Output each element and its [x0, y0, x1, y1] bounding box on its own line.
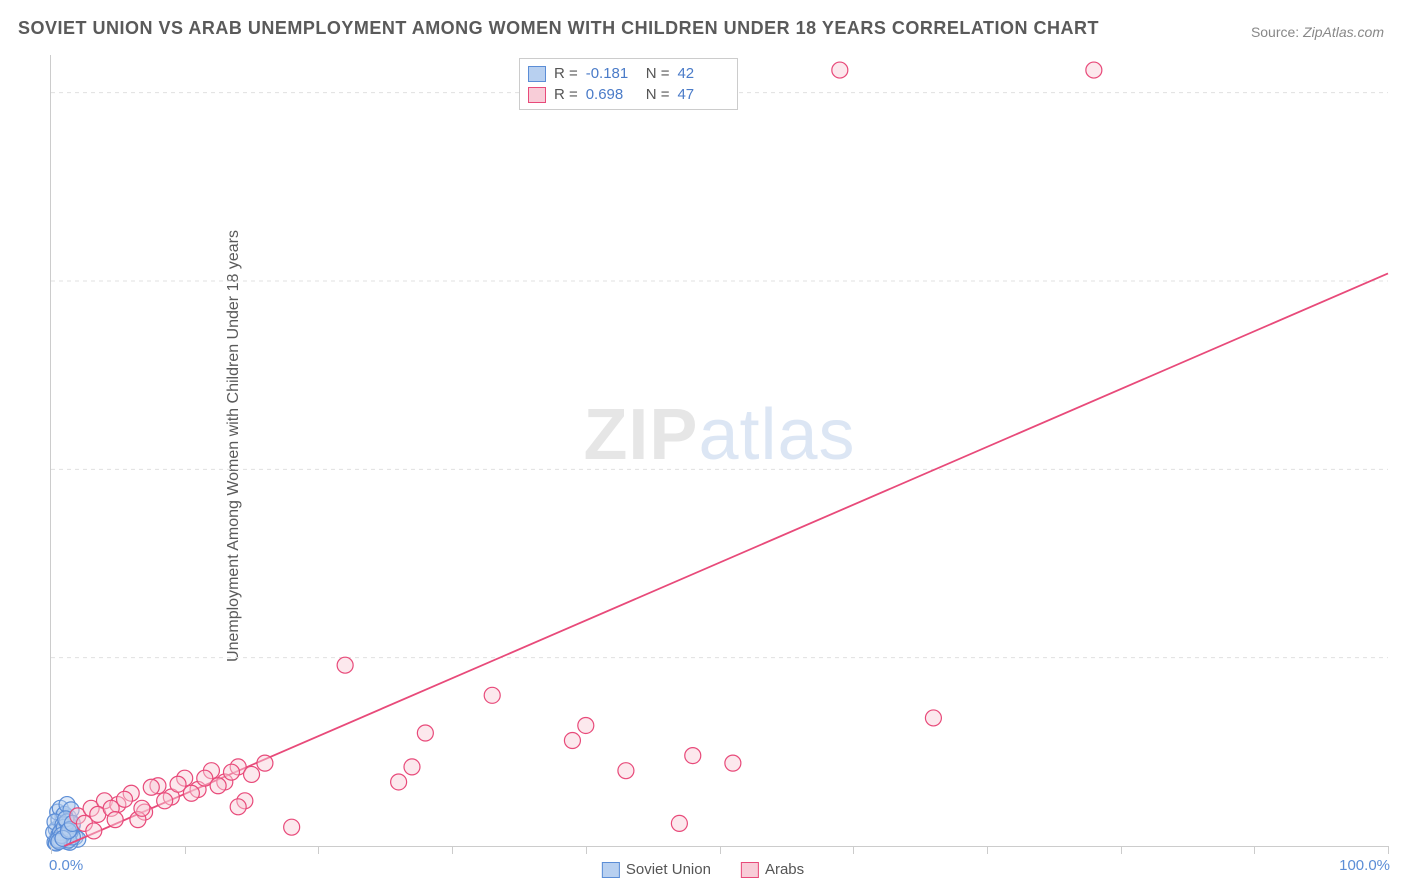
x-tick [51, 846, 52, 854]
data-point-arabs [832, 62, 848, 78]
y-tick-label: 100.0% [1398, 84, 1406, 101]
data-point-arabs [1086, 62, 1102, 78]
data-point-arabs [925, 710, 941, 726]
legend-swatch-arabs [741, 862, 759, 878]
data-point-arabs [337, 657, 353, 673]
x-tick [1121, 846, 1122, 854]
data-point-arabs [564, 733, 580, 749]
legend-label-arabs: Arabs [765, 861, 804, 878]
x-axis-start-label: 0.0% [49, 857, 83, 874]
n-value-arabs: 47 [677, 86, 729, 103]
n-label: N = [646, 86, 670, 103]
r-value-arabs: 0.698 [586, 86, 638, 103]
legend-swatch-soviet [602, 862, 620, 878]
r-label: R = [554, 86, 578, 103]
x-tick [185, 846, 186, 854]
data-point-arabs [618, 763, 634, 779]
n-value-soviet: 42 [677, 65, 729, 82]
stats-row-soviet: R = -0.181 N = 42 [528, 63, 730, 84]
y-tick-label: 75.0% [1398, 273, 1406, 290]
x-tick [586, 846, 587, 854]
source-value: ZipAtlas.com [1303, 24, 1384, 40]
r-value-soviet: -0.181 [586, 65, 638, 82]
data-point-arabs [484, 687, 500, 703]
swatch-soviet [528, 66, 546, 82]
x-tick [452, 846, 453, 854]
x-tick [853, 846, 854, 854]
data-point-arabs [404, 759, 420, 775]
x-axis-end-label: 100.0% [1339, 857, 1390, 874]
data-point-arabs [578, 717, 594, 733]
data-point-arabs [117, 791, 133, 807]
data-point-arabs [725, 755, 741, 771]
source-label: Source: [1251, 24, 1299, 40]
data-point-arabs [244, 766, 260, 782]
chart-title: SOVIET UNION VS ARAB UNEMPLOYMENT AMONG … [18, 18, 1099, 39]
data-point-arabs [157, 793, 173, 809]
data-point-arabs [107, 812, 123, 828]
legend-item-arabs: Arabs [741, 861, 804, 878]
data-point-arabs [183, 785, 199, 801]
x-tick [987, 846, 988, 854]
data-point-arabs [223, 764, 239, 780]
y-tick-label: 25.0% [1398, 649, 1406, 666]
legend-item-soviet: Soviet Union [602, 861, 711, 878]
legend-label-soviet: Soviet Union [626, 861, 711, 878]
source-citation: Source: ZipAtlas.com [1251, 24, 1384, 40]
y-tick-label: 50.0% [1398, 461, 1406, 478]
data-point-arabs [257, 755, 273, 771]
data-point-arabs [391, 774, 407, 790]
x-tick [1388, 846, 1389, 854]
x-tick [1254, 846, 1255, 854]
correlation-stats-box: R = -0.181 N = 42 R = 0.698 N = 47 [519, 58, 739, 110]
n-label: N = [646, 65, 670, 82]
data-point-arabs [86, 823, 102, 839]
data-point-arabs [143, 779, 159, 795]
stats-row-arabs: R = 0.698 N = 47 [528, 84, 730, 105]
data-point-arabs [210, 778, 226, 794]
x-tick [318, 846, 319, 854]
x-tick [720, 846, 721, 854]
swatch-arabs [528, 87, 546, 103]
plot-area: ZIPatlas R = -0.181 N = 42 R = 0.698 N =… [50, 55, 1388, 847]
data-point-arabs [134, 800, 150, 816]
data-point-arabs [685, 748, 701, 764]
r-label: R = [554, 65, 578, 82]
data-point-arabs [671, 815, 687, 831]
data-point-arabs [284, 819, 300, 835]
series-legend: Soviet Union Arabs [602, 861, 804, 878]
plot-svg [51, 55, 1388, 846]
data-point-arabs [230, 799, 246, 815]
data-point-arabs [417, 725, 433, 741]
